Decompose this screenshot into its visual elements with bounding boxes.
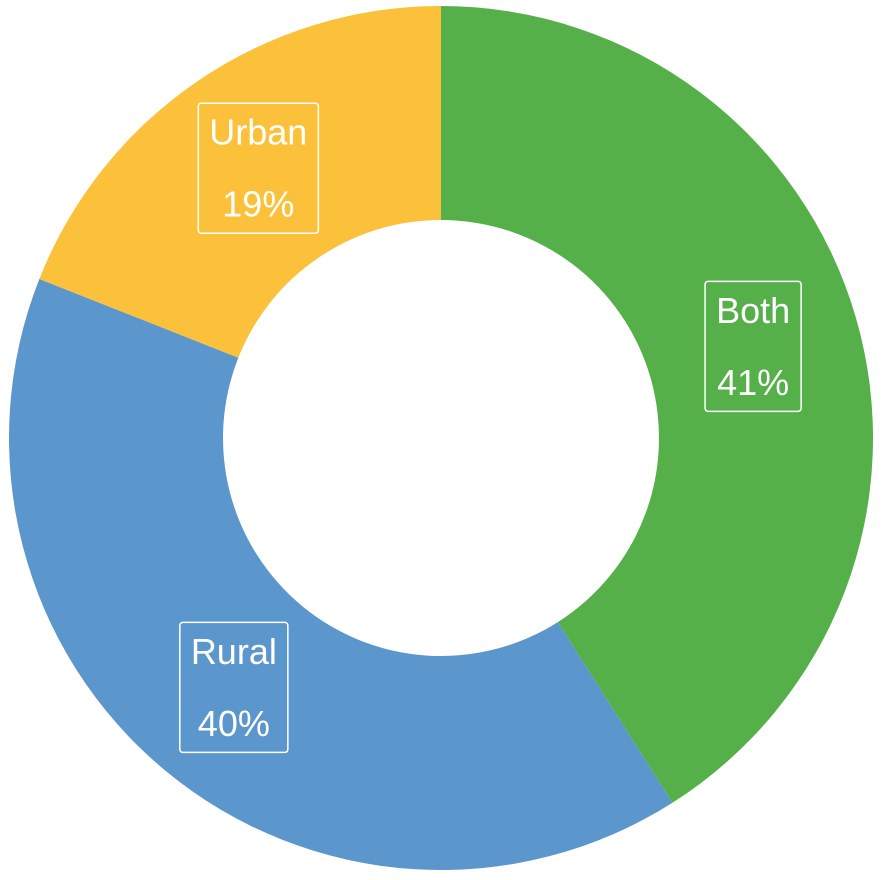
slice-value: 40% xyxy=(198,703,270,744)
label-box xyxy=(179,621,289,754)
label-box xyxy=(197,102,320,234)
donut-slice xyxy=(9,278,673,870)
slice-label: Both xyxy=(716,290,790,331)
slice-label: Urban xyxy=(209,112,307,153)
label-box xyxy=(704,280,802,413)
slice-value: 19% xyxy=(222,184,294,225)
donut-slice xyxy=(441,6,873,803)
slice-label: Rural xyxy=(191,631,277,672)
donut-slice xyxy=(39,6,442,358)
slice-value: 41% xyxy=(717,362,789,403)
